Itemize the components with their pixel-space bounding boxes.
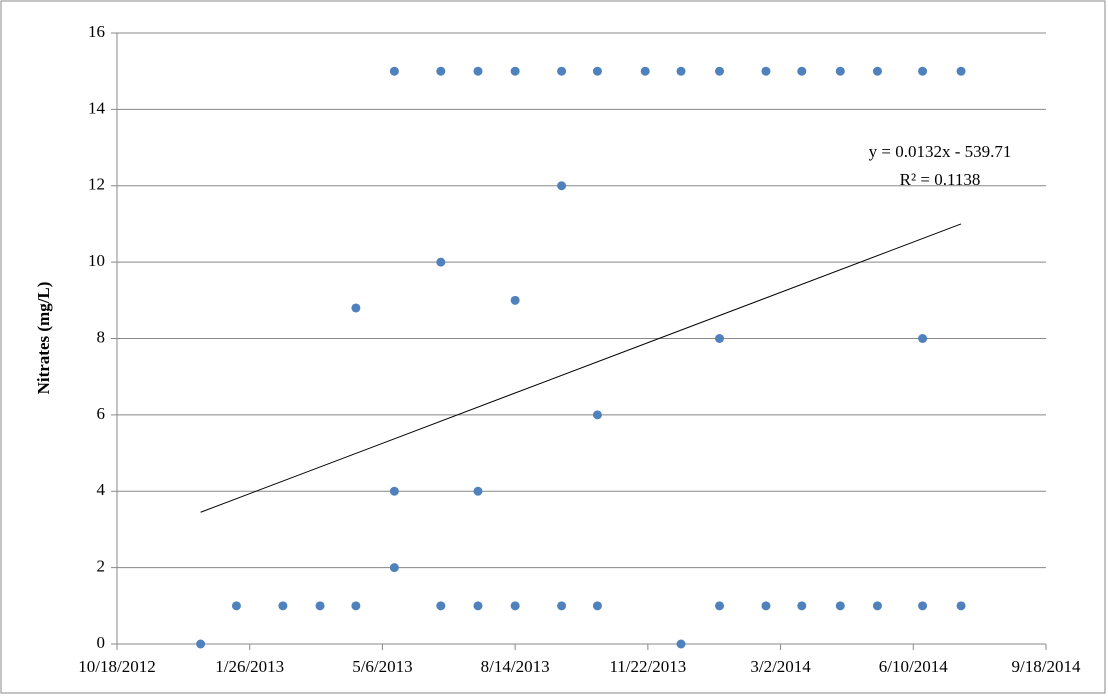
trend-equation: y = 0.0132x - 539.71 <box>869 142 1012 161</box>
y-tick-label: 4 <box>97 480 106 499</box>
trend-r-squared: R² = 0.1138 <box>900 170 981 189</box>
data-point <box>557 181 567 191</box>
y-tick-label: 16 <box>88 22 105 41</box>
data-point <box>715 66 725 76</box>
data-point <box>676 639 686 649</box>
trendline <box>200 223 962 513</box>
data-point <box>436 66 446 76</box>
x-tick-label: 6/10/2014 <box>879 657 948 676</box>
x-tick-label: 3/2/2014 <box>750 657 811 676</box>
data-point <box>510 295 520 305</box>
data-point <box>956 66 966 76</box>
data-point <box>389 563 399 573</box>
y-tick-label: 8 <box>97 327 106 346</box>
data-point <box>676 66 686 76</box>
data-point <box>715 601 725 611</box>
data-point <box>592 410 602 420</box>
data-point <box>315 601 325 611</box>
data-point <box>797 66 807 76</box>
x-tick-label: 11/22/2013 <box>609 657 686 676</box>
data-point <box>715 334 725 343</box>
data-point <box>956 601 966 611</box>
data-point <box>278 601 288 611</box>
y-tick-label: 6 <box>97 404 106 423</box>
data-point <box>436 257 446 267</box>
y-tick-label: 2 <box>97 557 106 576</box>
data-point <box>640 66 650 76</box>
data-point <box>872 601 882 611</box>
data-point <box>389 66 399 76</box>
data-point <box>835 66 845 76</box>
y-tick-label: 12 <box>88 175 105 194</box>
x-tick-label: 1/26/2013 <box>215 657 284 676</box>
data-point <box>473 66 483 76</box>
data-point <box>872 66 882 76</box>
data-point <box>351 601 361 611</box>
data-point <box>761 66 771 76</box>
x-tick-label: 10/18/2012 <box>78 657 155 676</box>
data-point <box>389 486 399 496</box>
data-point <box>918 334 928 343</box>
data-point <box>436 601 446 611</box>
data-point <box>473 486 483 496</box>
data-point <box>557 66 567 76</box>
data-point <box>797 601 807 611</box>
data-point <box>761 601 771 611</box>
x-tick-label: 5/6/2013 <box>352 657 412 676</box>
data-point <box>473 601 483 611</box>
data-point <box>510 66 520 76</box>
data-point <box>592 601 602 611</box>
y-tick-label: 0 <box>97 633 106 652</box>
data-point <box>918 66 928 76</box>
y-tick-label: 14 <box>88 98 106 117</box>
y-axis-label: Nitrates (mg/L) <box>34 282 53 395</box>
data-point <box>835 601 845 611</box>
data-point <box>557 601 567 611</box>
x-tick-label: 9/18/2014 <box>1012 657 1081 676</box>
y-tick-label: 10 <box>88 251 105 270</box>
data-point <box>351 303 361 313</box>
data-point <box>196 639 206 649</box>
data-point <box>510 601 520 611</box>
x-tick-label: 8/14/2013 <box>481 657 550 676</box>
data-point <box>918 601 928 611</box>
data-point <box>231 601 241 611</box>
data-point <box>592 66 602 76</box>
